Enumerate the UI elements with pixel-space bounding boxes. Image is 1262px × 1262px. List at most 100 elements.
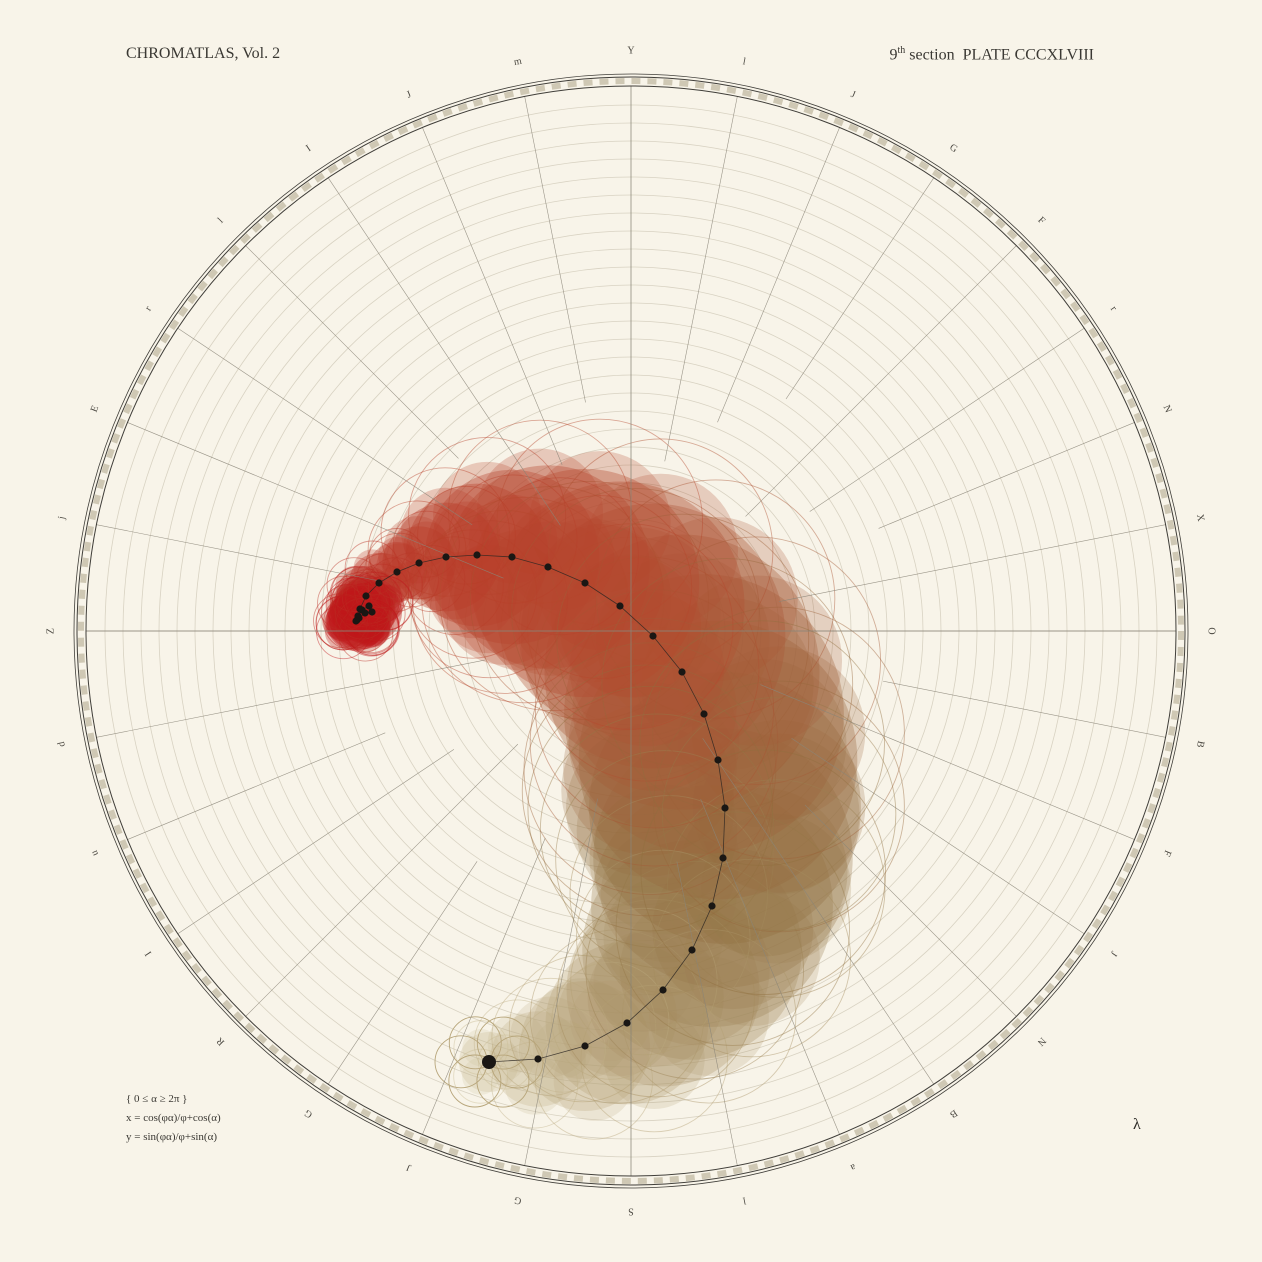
outline-ring xyxy=(508,954,657,1103)
color-satellite xyxy=(403,521,450,567)
spoke-line xyxy=(785,177,935,400)
color-satellite xyxy=(563,681,737,856)
outline-ring xyxy=(521,664,774,917)
color-satellite xyxy=(353,549,391,587)
color-satellite xyxy=(569,591,725,747)
color-satellite xyxy=(619,895,770,1046)
spoke-line xyxy=(327,177,561,526)
ring-label: a xyxy=(848,1161,857,1173)
ring-label: E xyxy=(89,404,102,414)
sand-outline xyxy=(476,1016,530,1070)
color-satellite xyxy=(677,658,847,828)
ring-label: u xyxy=(89,849,101,858)
color-satellite xyxy=(698,733,860,895)
outline-ring xyxy=(354,563,410,619)
color-satellite xyxy=(561,704,735,877)
color-satellite xyxy=(652,848,814,1010)
outline-ring xyxy=(508,495,693,680)
ring-label: G xyxy=(947,142,959,155)
outline-ring xyxy=(323,594,379,650)
outline-ring xyxy=(341,568,397,624)
path-dot xyxy=(714,756,722,764)
color-satellite xyxy=(678,787,848,957)
color-satellite xyxy=(428,549,517,639)
spoke-line xyxy=(524,798,598,1166)
color-satellite xyxy=(352,606,391,645)
spoke-line xyxy=(717,127,840,423)
color-satellite xyxy=(347,615,385,653)
outline-ring xyxy=(534,589,775,829)
outline-ring xyxy=(551,961,670,1080)
outline-ring xyxy=(313,593,368,649)
ring-inner-line xyxy=(85,85,1177,1177)
color-satellite xyxy=(441,538,568,665)
color-circles xyxy=(321,448,866,1121)
outline-ring xyxy=(569,795,768,994)
spoke-line xyxy=(127,422,504,579)
outline-ring xyxy=(335,574,391,630)
outline-ring xyxy=(615,811,850,1046)
color-satellite xyxy=(576,750,738,912)
outline-ring xyxy=(548,438,774,664)
outline-ring xyxy=(621,928,797,1104)
spoke-line xyxy=(760,684,1135,840)
path-dot xyxy=(415,559,423,567)
ring-label: Z xyxy=(45,628,56,634)
outline-ring xyxy=(496,418,704,626)
ring-outer-line-2 xyxy=(73,73,1189,1189)
ring-outer-line xyxy=(76,76,1186,1186)
ring-label: F xyxy=(1161,848,1173,858)
formula-y: y = sin(φα)/φ+sin(α) xyxy=(126,1131,218,1143)
outline-ring xyxy=(335,597,391,653)
path-dot xyxy=(362,592,370,600)
spoke-line xyxy=(676,861,738,1166)
outline-ring xyxy=(661,696,897,932)
spoke-line xyxy=(702,738,935,1085)
spoke-line xyxy=(878,422,1135,529)
plate-number: PLATE CCCXLVIII xyxy=(962,46,1094,64)
path-dot xyxy=(708,902,716,910)
spoke-line xyxy=(809,327,1085,512)
spoke-line xyxy=(779,524,1166,602)
spoke-line xyxy=(883,680,1166,738)
path-dot xyxy=(473,551,481,559)
path-dot xyxy=(442,553,450,561)
color-satellite xyxy=(570,980,651,1062)
ring-label: N xyxy=(1035,1035,1048,1048)
outline-ring xyxy=(570,907,718,1056)
path-dot xyxy=(508,553,516,561)
spoke-line xyxy=(664,96,738,462)
color-satellite xyxy=(537,524,664,651)
outline-ring xyxy=(526,523,734,730)
color-satellite xyxy=(363,572,401,610)
outline-ring xyxy=(556,513,810,767)
outline-ring xyxy=(321,584,377,639)
color-satellite xyxy=(420,551,489,620)
color-satellite xyxy=(468,494,558,584)
outline-ring xyxy=(652,858,852,1058)
color-satellite xyxy=(559,555,702,698)
color-satellite xyxy=(505,1055,565,1115)
color-satellite xyxy=(435,545,544,654)
outline-ring xyxy=(412,509,597,694)
ring-label: R xyxy=(214,1035,227,1048)
outline-ring xyxy=(481,477,639,636)
ring-label: J xyxy=(405,89,413,101)
outline-ring xyxy=(355,553,411,609)
outline-ring xyxy=(539,713,775,948)
sand-outline xyxy=(476,1054,530,1108)
outline-ring xyxy=(491,977,610,1096)
spoke-line xyxy=(422,127,563,465)
outline-ring xyxy=(523,642,777,896)
outline-ring xyxy=(365,532,433,600)
path-dot xyxy=(623,1019,631,1027)
ring-label: J xyxy=(849,89,857,101)
corner-glyph: λ xyxy=(1133,1116,1141,1133)
color-satellite xyxy=(392,561,431,599)
path-dot xyxy=(581,1042,589,1050)
outline-ring xyxy=(556,898,755,1098)
ring-label: F xyxy=(1035,215,1047,227)
outline-ring xyxy=(453,1020,509,1076)
outer-ring xyxy=(73,73,1189,1189)
spoke-line xyxy=(745,245,1017,517)
